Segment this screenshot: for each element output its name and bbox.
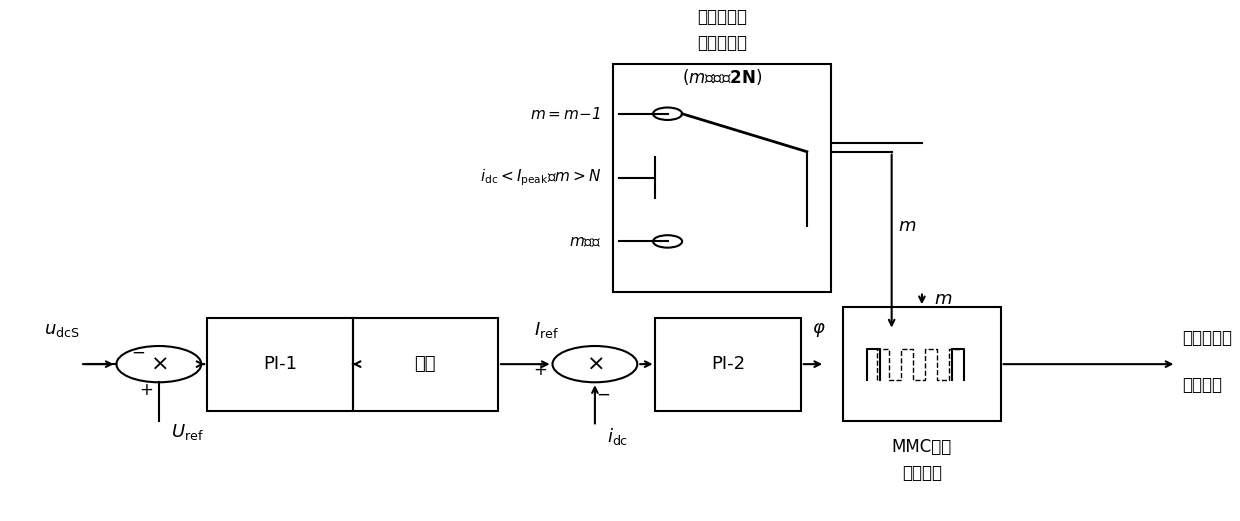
Bar [613,64,831,292]
Bar [352,317,498,411]
Bar [843,307,1001,421]
Text: 调制方法: 调制方法 [901,464,942,482]
Text: $m$: $m$ [934,290,952,308]
Text: $m$: $m$ [898,217,916,234]
Text: $\times$: $\times$ [587,354,604,374]
Text: $i_{\rm dc}$: $i_{\rm dc}$ [608,426,629,447]
Text: $u_{\rm dcS}$: $u_{\rm dcS}$ [43,321,79,340]
Text: 驱动脉冲: 驱动脉冲 [1183,376,1223,394]
Text: $-$: $-$ [596,384,610,402]
Text: 单元数计算: 单元数计算 [697,34,746,52]
Text: $I_{\rm ref}$: $I_{\rm ref}$ [534,320,559,340]
Text: $i_{\rm dc}$$<$$I_{\rm peak}$且$m$$>$$N$: $i_{\rm dc}$$<$$I_{\rm peak}$且$m$$>$$N$ [480,167,601,188]
Text: $U_{\rm ref}$: $U_{\rm ref}$ [171,421,203,441]
Bar [207,317,352,411]
Text: $+$: $+$ [139,380,154,399]
Text: $+$: $+$ [533,361,547,379]
Text: $m$不变: $m$不变 [569,234,601,249]
Text: 限幅: 限幅 [414,355,436,373]
Text: $-$: $-$ [130,342,145,361]
Text: $m$$=$$m$$-$1: $m$$=$$m$$-$1 [531,106,601,122]
Text: ($m$初始值$\mathbf{2N}$): ($m$初始值$\mathbf{2N}$) [682,67,763,86]
Text: $\times$: $\times$ [150,354,167,374]
Text: $\varphi$: $\varphi$ [812,321,826,340]
Text: 单相投入的: 单相投入的 [697,8,746,26]
Text: 原边各单元: 原边各单元 [1183,329,1233,347]
Bar [656,317,801,411]
Text: PI-2: PI-2 [711,355,745,373]
Text: PI-1: PI-1 [263,355,296,373]
Text: MMC移相: MMC移相 [892,438,952,456]
